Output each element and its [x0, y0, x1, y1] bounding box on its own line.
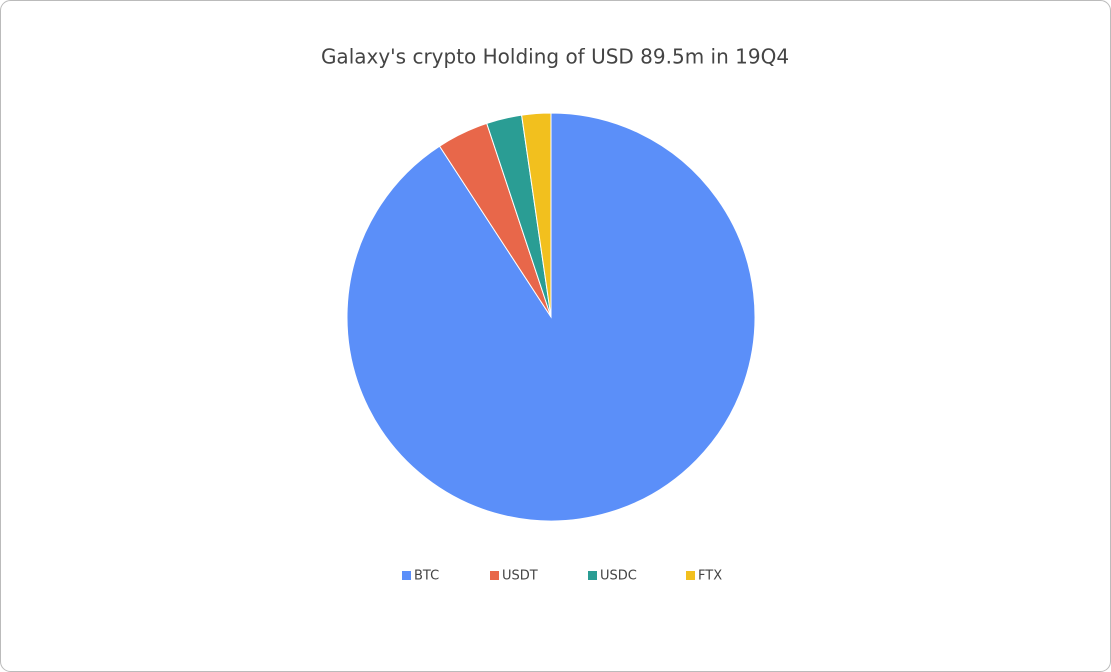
- legend-label: BTC: [414, 569, 439, 584]
- legend-swatch: [490, 571, 499, 580]
- legend-label: USDT: [502, 569, 538, 584]
- legend-swatch: [686, 571, 695, 580]
- legend-label: FTX: [698, 569, 722, 584]
- legend-label: USDC: [600, 569, 637, 584]
- pie-slice: [521, 112, 552, 318]
- legend-swatch: [402, 571, 411, 580]
- chart-title: Galaxy's crypto Holding of USD 89.5m in …: [321, 45, 789, 69]
- legend-swatch: [588, 571, 597, 580]
